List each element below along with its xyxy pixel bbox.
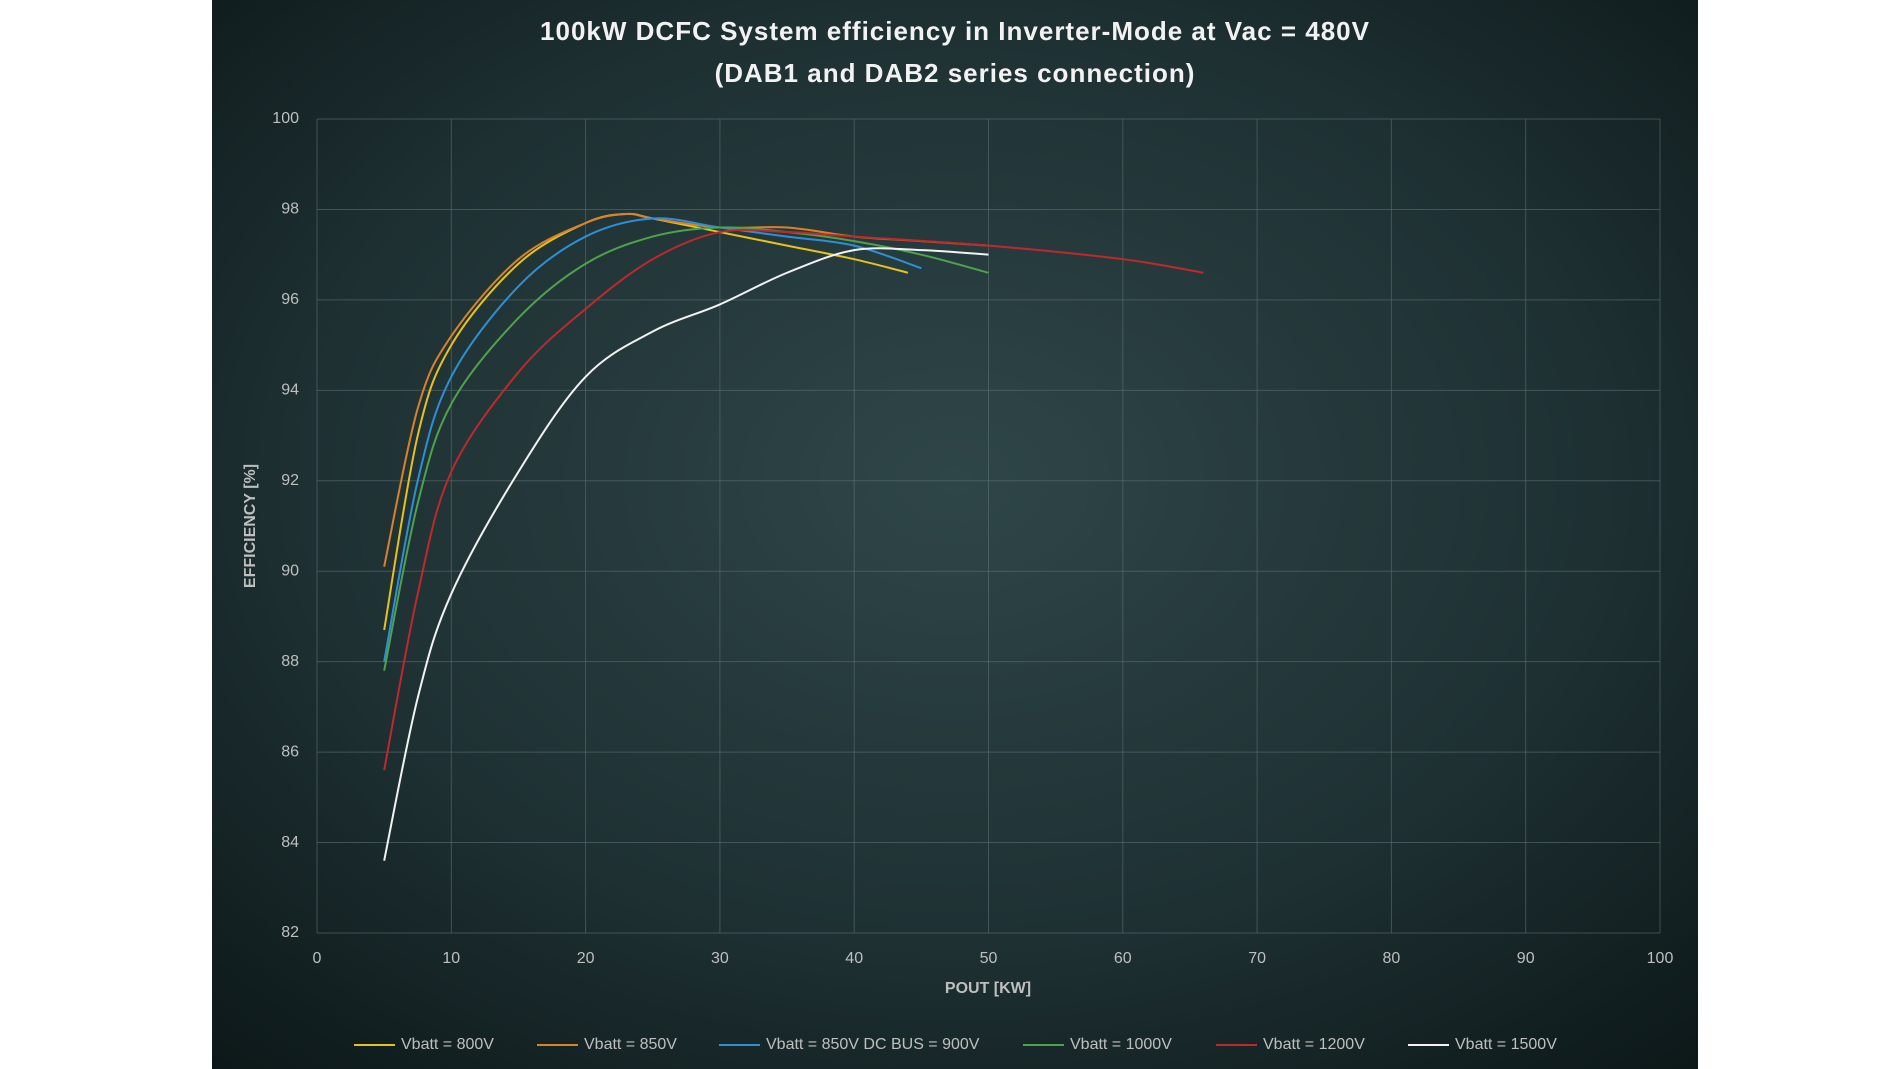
x-tick-label: 100 xyxy=(1647,950,1674,967)
x-tick-label: 10 xyxy=(442,950,460,967)
legend-label: Vbatt = 1500V xyxy=(1455,1036,1557,1053)
y-tick-label: 90 xyxy=(281,562,299,579)
y-tick-label: 94 xyxy=(281,382,299,399)
y-tick-label: 100 xyxy=(272,110,299,127)
chart-subtitle: (DAB1 and DAB2 series connection) xyxy=(715,58,1196,88)
y-tick-label: 86 xyxy=(281,743,299,760)
y-tick-label: 84 xyxy=(281,834,299,851)
legend-label: Vbatt = 1000V xyxy=(1070,1036,1172,1053)
series-line xyxy=(383,247,989,861)
x-tick-label: 60 xyxy=(1114,950,1132,967)
legend-label: Vbatt = 850V DC BUS = 900V xyxy=(766,1036,980,1053)
y-tick-label: 82 xyxy=(281,924,299,941)
series-line xyxy=(383,217,922,662)
y-tick-label: 88 xyxy=(281,653,299,670)
y-tick-label: 92 xyxy=(281,472,299,489)
legend-label: Vbatt = 1200V xyxy=(1263,1036,1365,1053)
x-tick-label: 50 xyxy=(980,950,998,967)
x-tick-label: 20 xyxy=(577,950,595,967)
x-tick-label: 90 xyxy=(1517,950,1535,967)
x-tick-label: 30 xyxy=(711,950,729,967)
x-tick-label: 70 xyxy=(1248,950,1266,967)
chart-title: 100kW DCFC System efficiency in Inverter… xyxy=(540,16,1370,46)
legend-label: Vbatt = 800V xyxy=(401,1036,494,1053)
y-tick-label: 98 xyxy=(281,201,299,218)
x-axis-title: POUT [KW] xyxy=(945,980,1031,997)
y-axis-title: EFFICIENCY [%] xyxy=(242,464,259,588)
x-tick-label: 80 xyxy=(1383,950,1401,967)
legend-label: Vbatt = 850V xyxy=(584,1036,677,1053)
series-line xyxy=(383,226,989,671)
chart-panel xyxy=(212,0,1698,1069)
y-tick-label: 96 xyxy=(281,291,299,308)
x-tick-label: 40 xyxy=(845,950,863,967)
series-line xyxy=(383,228,1204,771)
x-tick-label: 0 xyxy=(313,950,322,967)
